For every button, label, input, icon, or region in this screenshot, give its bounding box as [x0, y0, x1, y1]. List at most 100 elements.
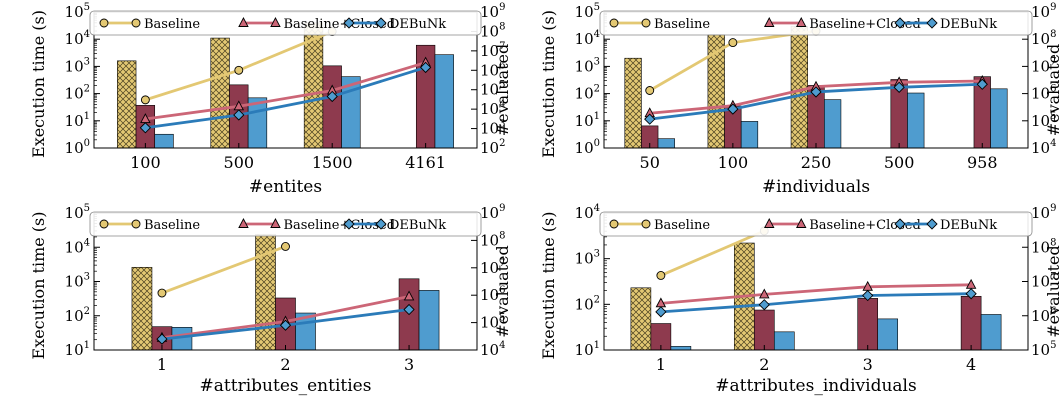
- bar-debunk: [341, 76, 361, 148]
- y-tick-label: 103: [65, 56, 90, 75]
- y-tick-label: 102: [575, 294, 600, 313]
- y-tick-label: 102: [575, 84, 600, 103]
- point-baseline: [656, 271, 666, 280]
- point-debunk: [326, 90, 338, 103]
- bar-debunk: [154, 133, 174, 148]
- x-tick-label: 500: [884, 153, 915, 172]
- y2-tick-label: 109: [480, 203, 505, 222]
- point-debunk: [758, 299, 770, 311]
- y-axis-label: Execution time (s): [29, 10, 48, 158]
- legend-marker-debunk: [375, 218, 387, 230]
- y2-tick-label: 106: [1031, 84, 1056, 103]
- legend-label-debunk: DEBuNk: [940, 17, 997, 32]
- bar-debunk: [773, 331, 795, 350]
- y2-tick-label: 105: [480, 313, 505, 332]
- bar-baseline: [624, 57, 642, 148]
- y2-tick-label: 104: [1031, 138, 1056, 157]
- legend-label-closed: Baseline+Closed: [283, 218, 395, 233]
- legend-marker-closed: [795, 218, 807, 228]
- point-debunk: [862, 289, 874, 302]
- point-debunk: [965, 288, 977, 300]
- legend-label-baseline: Baseline: [144, 17, 200, 32]
- x-tick-label: 4: [966, 355, 976, 374]
- legend-label-debunk: DEBuNk: [389, 17, 446, 32]
- chart-3: 101 102 103 104 105 104 105 106 107 108 109 1 2 3 #att…: [29, 203, 512, 396]
- x-tick-label: 1: [656, 355, 666, 374]
- point-baseline: [234, 65, 244, 75]
- point-debunk: [419, 61, 432, 74]
- legend-marker-debunk: [894, 17, 906, 29]
- point-debunk: [810, 86, 822, 98]
- y-tick-label: 103: [65, 272, 90, 291]
- y2-tick-label: 108: [480, 230, 505, 249]
- y2-tick-label: 105: [480, 80, 505, 99]
- y2-tick-label: 107: [1031, 56, 1056, 75]
- point-baseline: [140, 95, 150, 105]
- x-tick-label: 50: [640, 153, 660, 172]
- bar-baseline: [210, 37, 230, 148]
- legend-marker-debunk: [375, 17, 387, 29]
- legend-marker-baseline: [99, 18, 109, 28]
- y2-tick-label: 106: [480, 285, 505, 304]
- legend-marker-debunk: [894, 218, 906, 230]
- bar-baseline: [117, 60, 137, 148]
- bar-debunk: [877, 318, 899, 350]
- point-closed: [759, 288, 770, 299]
- point-debunk: [279, 319, 292, 331]
- y2-tick-label: 109: [1031, 203, 1056, 222]
- legend-marker-baseline: [609, 219, 619, 229]
- bar-debunk: [670, 346, 692, 350]
- legend-label-debunk: DEBuNk: [940, 218, 997, 233]
- y2-axis-label: #evaluated: [1044, 245, 1062, 338]
- y2-tick-label: 105: [1031, 340, 1056, 359]
- line-debunk: [145, 66, 427, 130]
- y2-tick-label: 107: [1031, 272, 1056, 291]
- y-tick-label: 102: [65, 84, 90, 103]
- y-tick-label: 101: [575, 340, 600, 359]
- bar-debunk: [434, 54, 454, 148]
- y2-tick-label: 104: [480, 340, 505, 359]
- y-tick-label: 104: [65, 29, 90, 48]
- y-axis-label: Execution time (s): [539, 212, 558, 360]
- y2-tick-label: 106: [1031, 306, 1056, 325]
- point-debunk: [644, 113, 656, 125]
- point-debunk: [727, 103, 739, 115]
- legend-marker-debunk: [343, 17, 355, 29]
- y-tick-label: 101: [65, 340, 90, 359]
- legend-marker-closed: [238, 17, 249, 27]
- y2-tick-label: 102: [480, 138, 505, 157]
- y-tick-label: 105: [65, 2, 90, 21]
- y-axis-label: Execution time (s): [29, 212, 48, 360]
- legend-label-baseline: Baseline: [654, 17, 710, 32]
- legend-marker-baseline: [609, 18, 619, 28]
- y-tick-label: 101: [65, 111, 90, 130]
- x-tick-label: 500: [224, 153, 255, 172]
- y-tick-label: 100: [575, 138, 600, 157]
- y-tick-label: 104: [575, 203, 600, 222]
- legend-label-closed: Baseline+Closed: [809, 218, 921, 233]
- point-baseline: [157, 288, 167, 298]
- bar-debunk: [657, 138, 675, 148]
- y2-tick-label: 103: [480, 119, 505, 138]
- legend-marker-closed: [763, 218, 775, 228]
- y-tick-label: 103: [575, 56, 600, 75]
- bar-debunk: [824, 99, 842, 148]
- y2-tick-label: 108: [1031, 237, 1056, 256]
- line-closed: [660, 283, 972, 305]
- y-tick-label: 100: [65, 138, 90, 157]
- y2-tick-label: 106: [480, 60, 505, 79]
- point-debunk: [976, 78, 988, 90]
- x-tick-label: 3: [863, 355, 873, 374]
- legend-marker-closed: [270, 218, 281, 228]
- x-tick-label: 958: [967, 153, 998, 172]
- point-debunk: [893, 81, 905, 93]
- legend-marker-baseline: [641, 18, 651, 28]
- legend-marker-closed: [763, 17, 775, 27]
- y2-axis-label: #evaluated: [1044, 44, 1062, 137]
- line-closed: [145, 61, 427, 121]
- y-tick-label: 103: [575, 249, 600, 268]
- bar-closed: [753, 309, 775, 350]
